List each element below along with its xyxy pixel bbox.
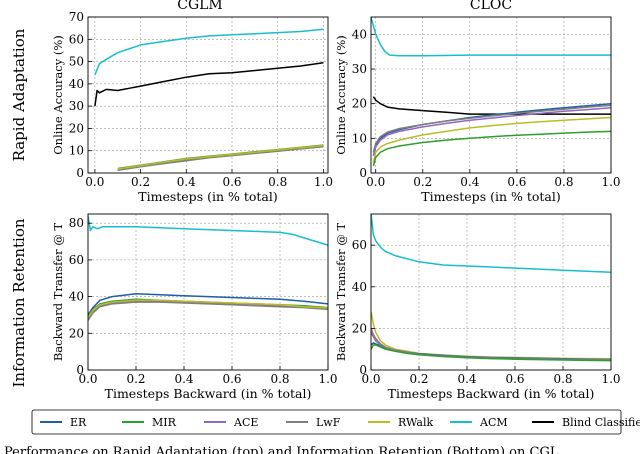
- panel-1: 0.0 0.2 0.4 0.6 0.8 1.0 0 10 20 30 40 Timesteps (in…: [334, 16, 621, 204]
- legend-label-rwalk: RWalk: [398, 416, 433, 429]
- x-axis-label: Timesteps Backward (in % total): [105, 386, 312, 401]
- legend-label-er: ER: [70, 416, 87, 429]
- series-line-lwf: [88, 301, 328, 321]
- series-line-acm: [371, 17, 611, 57]
- y-tick-label: 80: [69, 216, 84, 230]
- x-tick-label: 0.6: [507, 175, 526, 189]
- panel-0: 0.0 0.2 0.4 0.6 0.8 1.0 0 10 20 30 40 50 60 70 Timeste…: [51, 10, 333, 204]
- series-line-ace: [372, 107, 611, 156]
- y-tick-label: 40: [69, 77, 84, 91]
- x-tick-label: 1.0: [601, 175, 620, 189]
- x-axis-label: Timesteps Backward (in % total): [388, 386, 595, 401]
- x-tick-label: 0.8: [554, 175, 573, 189]
- legend-label-lwf: LwF: [316, 416, 341, 429]
- legend-label-mir: MIR: [152, 416, 177, 429]
- y-tick-label: 20: [352, 321, 367, 335]
- x-tick-label: 0.2: [409, 372, 428, 386]
- y-tick-label: 70: [69, 10, 84, 24]
- plot-frame: [87, 16, 329, 174]
- x-tick-label: 1.0: [601, 372, 620, 386]
- x-tick-label: 0.4: [174, 372, 193, 386]
- y-tick-label: 20: [69, 326, 84, 340]
- x-tick-label: 0.4: [177, 175, 196, 189]
- y-tick-label: 40: [352, 280, 367, 294]
- y-tick-label: 0: [76, 166, 84, 180]
- legend-label-blind-classifier: Blind Classifier: [562, 416, 640, 429]
- series-line-er: [88, 293, 328, 316]
- y-axis-label: Online Accuracy (%): [334, 35, 348, 155]
- x-tick-label: 0.2: [126, 372, 145, 386]
- x-tick-label: 0.2: [413, 175, 432, 189]
- plot-area: [88, 214, 328, 370]
- caption-fragment: Performance on Rapid Adaptation (top) an…: [4, 445, 559, 454]
- y-tick-label: 20: [352, 97, 367, 111]
- x-tick-label: 0.8: [553, 372, 572, 386]
- x-axis-label: Timesteps (in % total): [138, 189, 277, 204]
- legend-label-acm: ACM: [479, 416, 508, 429]
- y-tick-label: 60: [352, 238, 367, 252]
- series-line-acm: [88, 215, 328, 246]
- x-tick-label: 0.0: [78, 372, 97, 386]
- y-tick-label: 10: [352, 131, 367, 145]
- legend-label-ace: ACE: [233, 416, 258, 429]
- y-tick-label: 60: [69, 32, 84, 46]
- y-tick-label: 60: [69, 253, 84, 267]
- series-line-rwalk: [117, 144, 324, 170]
- row-title-rapid-adaptation: Rapid Adaptation: [10, 28, 28, 161]
- x-tick-label: 0.0: [361, 372, 380, 386]
- row-title-information-retention: Information Retention: [10, 218, 28, 387]
- series-line-acm: [371, 214, 611, 273]
- panel-2: 0.0 0.2 0.4 0.6 0.8 1.0 0 20 40 60 80 Timesteps Bac…: [51, 213, 338, 401]
- plot-area: [371, 17, 611, 173]
- y-tick-label: 20: [69, 121, 84, 135]
- x-tick-label: 0.4: [460, 175, 479, 189]
- x-tick-label: 0.8: [270, 372, 289, 386]
- plot-frame: [370, 16, 612, 174]
- series-line-blind-classifier: [372, 96, 611, 115]
- y-tick-label: 40: [69, 290, 84, 304]
- x-tick-label: 0.6: [505, 372, 524, 386]
- series-line-blind-classifier: [94, 61, 324, 107]
- plot-frame: [370, 213, 612, 371]
- x-tick-label: 0.8: [268, 175, 287, 189]
- panel-3: 0.0 0.2 0.4 0.6 0.8 1.0 0 20 40 60 Timesteps Backw…: [334, 213, 621, 401]
- plot-area: [88, 17, 328, 173]
- plot-area: [371, 214, 611, 370]
- y-tick-label: 0: [359, 166, 367, 180]
- legend: ER MIR ACE LwF RWalk ACM Blind Classifier: [31, 409, 640, 435]
- x-tick-label: 0.6: [222, 175, 241, 189]
- column-title-cloc: CLOC: [470, 0, 512, 13]
- series-line-ace: [88, 300, 328, 320]
- y-tick-label: 0: [359, 363, 367, 377]
- y-axis-label: Online Accuracy (%): [51, 35, 65, 155]
- x-tick-label: 0.4: [457, 372, 476, 386]
- y-axis-label: Backward Transfer @ T: [51, 223, 65, 362]
- x-tick-label: 1.0: [318, 372, 337, 386]
- x-tick-label: 0.2: [131, 175, 150, 189]
- x-axis-label: Timesteps (in % total): [421, 189, 560, 204]
- x-tick-label: 0.0: [85, 175, 104, 189]
- x-tick-label: 0.0: [366, 175, 385, 189]
- y-axis-label: Backward Transfer @ T: [334, 223, 348, 362]
- y-tick-label: 30: [69, 99, 84, 113]
- y-tick-label: 30: [352, 62, 367, 76]
- legend-box: [31, 409, 622, 435]
- series-line-lwf: [372, 104, 611, 153]
- column-title-cglm: CGLM: [177, 0, 223, 13]
- series-line-acm: [94, 28, 324, 76]
- y-tick-label: 10: [69, 144, 84, 158]
- series-line-rwalk: [88, 299, 328, 319]
- series-line-lwf: [117, 145, 324, 172]
- series-line-mir: [371, 344, 611, 362]
- x-tick-label: 1.0: [314, 175, 333, 189]
- y-tick-label: 40: [352, 27, 367, 41]
- x-tick-label: 0.6: [222, 372, 241, 386]
- y-tick-label: 50: [69, 55, 84, 69]
- series-line-rwalk: [372, 116, 611, 163]
- plot-frame: [87, 213, 329, 371]
- series-line-mir: [372, 130, 611, 167]
- y-tick-label: 0: [76, 363, 84, 377]
